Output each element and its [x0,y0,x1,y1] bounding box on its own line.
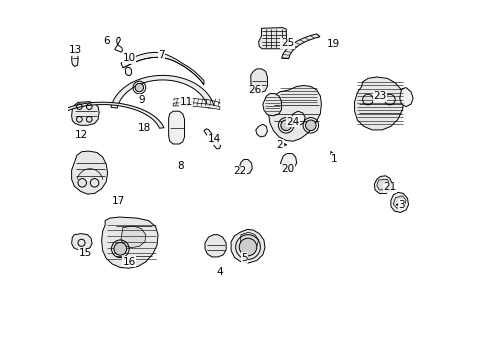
Polygon shape [71,151,107,194]
Polygon shape [376,179,389,190]
Text: 10: 10 [122,53,135,63]
Text: 20: 20 [281,165,293,174]
Polygon shape [354,77,403,130]
Text: 23: 23 [373,91,386,101]
Text: 18: 18 [137,123,150,133]
Circle shape [135,83,143,92]
Text: 14: 14 [207,134,221,144]
Circle shape [280,120,291,131]
Text: 22: 22 [233,166,246,176]
Circle shape [305,120,315,131]
Text: 12: 12 [75,130,88,140]
Text: 7: 7 [158,50,164,60]
Polygon shape [240,232,258,249]
Polygon shape [250,69,267,93]
Text: 4: 4 [216,267,223,277]
Polygon shape [239,159,252,174]
Polygon shape [281,34,319,59]
Text: 15: 15 [78,248,91,258]
Polygon shape [290,111,305,125]
Text: 8: 8 [177,161,183,171]
Polygon shape [392,196,405,208]
Polygon shape [102,217,158,268]
Text: 2: 2 [276,140,283,150]
Text: 16: 16 [122,257,136,267]
Circle shape [114,242,126,255]
Text: 9: 9 [138,95,144,104]
Text: 1: 1 [330,154,337,164]
Polygon shape [173,102,219,109]
Text: 26: 26 [247,85,261,95]
Text: 13: 13 [69,45,82,55]
Polygon shape [47,102,163,128]
Text: 19: 19 [326,39,339,49]
Text: 3: 3 [397,200,404,210]
Polygon shape [121,52,203,85]
Circle shape [239,238,256,256]
Polygon shape [111,75,214,108]
Polygon shape [268,85,321,141]
Text: 17: 17 [112,196,125,206]
Polygon shape [280,154,296,170]
Polygon shape [121,226,145,248]
Text: 24: 24 [286,117,299,127]
Polygon shape [231,229,264,263]
Polygon shape [71,234,92,250]
Polygon shape [204,235,225,257]
Text: 6: 6 [102,36,109,46]
Polygon shape [168,111,184,144]
Polygon shape [203,129,220,149]
Text: 5: 5 [241,253,247,262]
Text: 25: 25 [280,38,294,48]
Polygon shape [71,102,99,125]
Polygon shape [399,87,412,107]
Polygon shape [255,124,267,137]
Polygon shape [263,94,281,116]
Polygon shape [374,176,391,193]
Text: 11: 11 [179,98,193,107]
Polygon shape [258,28,286,49]
Polygon shape [390,192,407,212]
Polygon shape [125,67,131,76]
Polygon shape [71,49,78,66]
Text: 21: 21 [383,182,396,192]
